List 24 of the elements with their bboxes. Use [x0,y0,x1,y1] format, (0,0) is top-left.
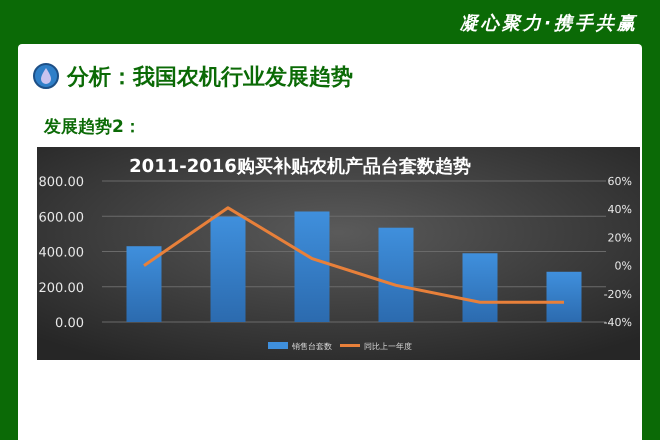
text: 凝心聚力·携手共赢 [459,13,638,34]
bar [546,272,582,322]
y2-tick-label: 20% [608,231,632,244]
y2-tick-label: 60% [608,175,632,188]
y-tick-label: 600.00 [38,210,84,226]
y-tick-label: 200.00 [38,280,84,296]
y-tick-label: 800.00 [38,175,84,190]
text: 分析：我国农机行业发展趋势 [66,65,353,90]
y2-tick-label: 0% [614,260,632,273]
chart-title: 2011-2016购买补贴农机产品台套数趋势 [129,156,471,177]
bar [210,216,246,322]
y2-tick-label: -20% [604,288,632,301]
bar [294,211,330,322]
y-tick-label: 400.00 [38,246,84,260]
y2-tick-label: 40% [608,203,632,216]
bar [126,246,162,322]
legend-label: 同比上一年度 [364,342,412,351]
y-tick-label: 0.00 [55,316,84,331]
bar [378,228,414,322]
line-series [142,206,566,304]
legend-label: 销售台套数 [291,342,332,351]
text: 发展趋势2： [43,117,141,137]
bar [462,253,498,322]
y2-tick-label: -40% [604,316,632,329]
